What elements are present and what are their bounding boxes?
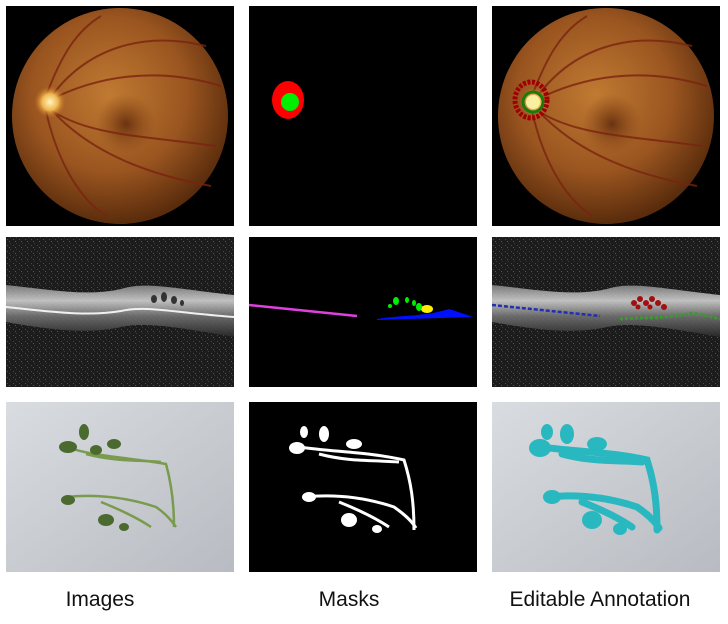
fundus-annotation [492,6,720,226]
column-label-masks: Masks [318,588,380,611]
fundus-image [6,6,234,226]
column-label-editable-annotation: Editable Annotation [509,588,691,611]
plant-annotation [492,402,720,572]
oct-annotation [492,237,720,387]
oct-image [6,237,234,387]
plant-image [6,402,234,572]
fundus-mask [249,6,477,226]
plant-mask [249,402,477,572]
oct-mask [249,237,477,387]
column-label-images: Images [65,588,135,611]
